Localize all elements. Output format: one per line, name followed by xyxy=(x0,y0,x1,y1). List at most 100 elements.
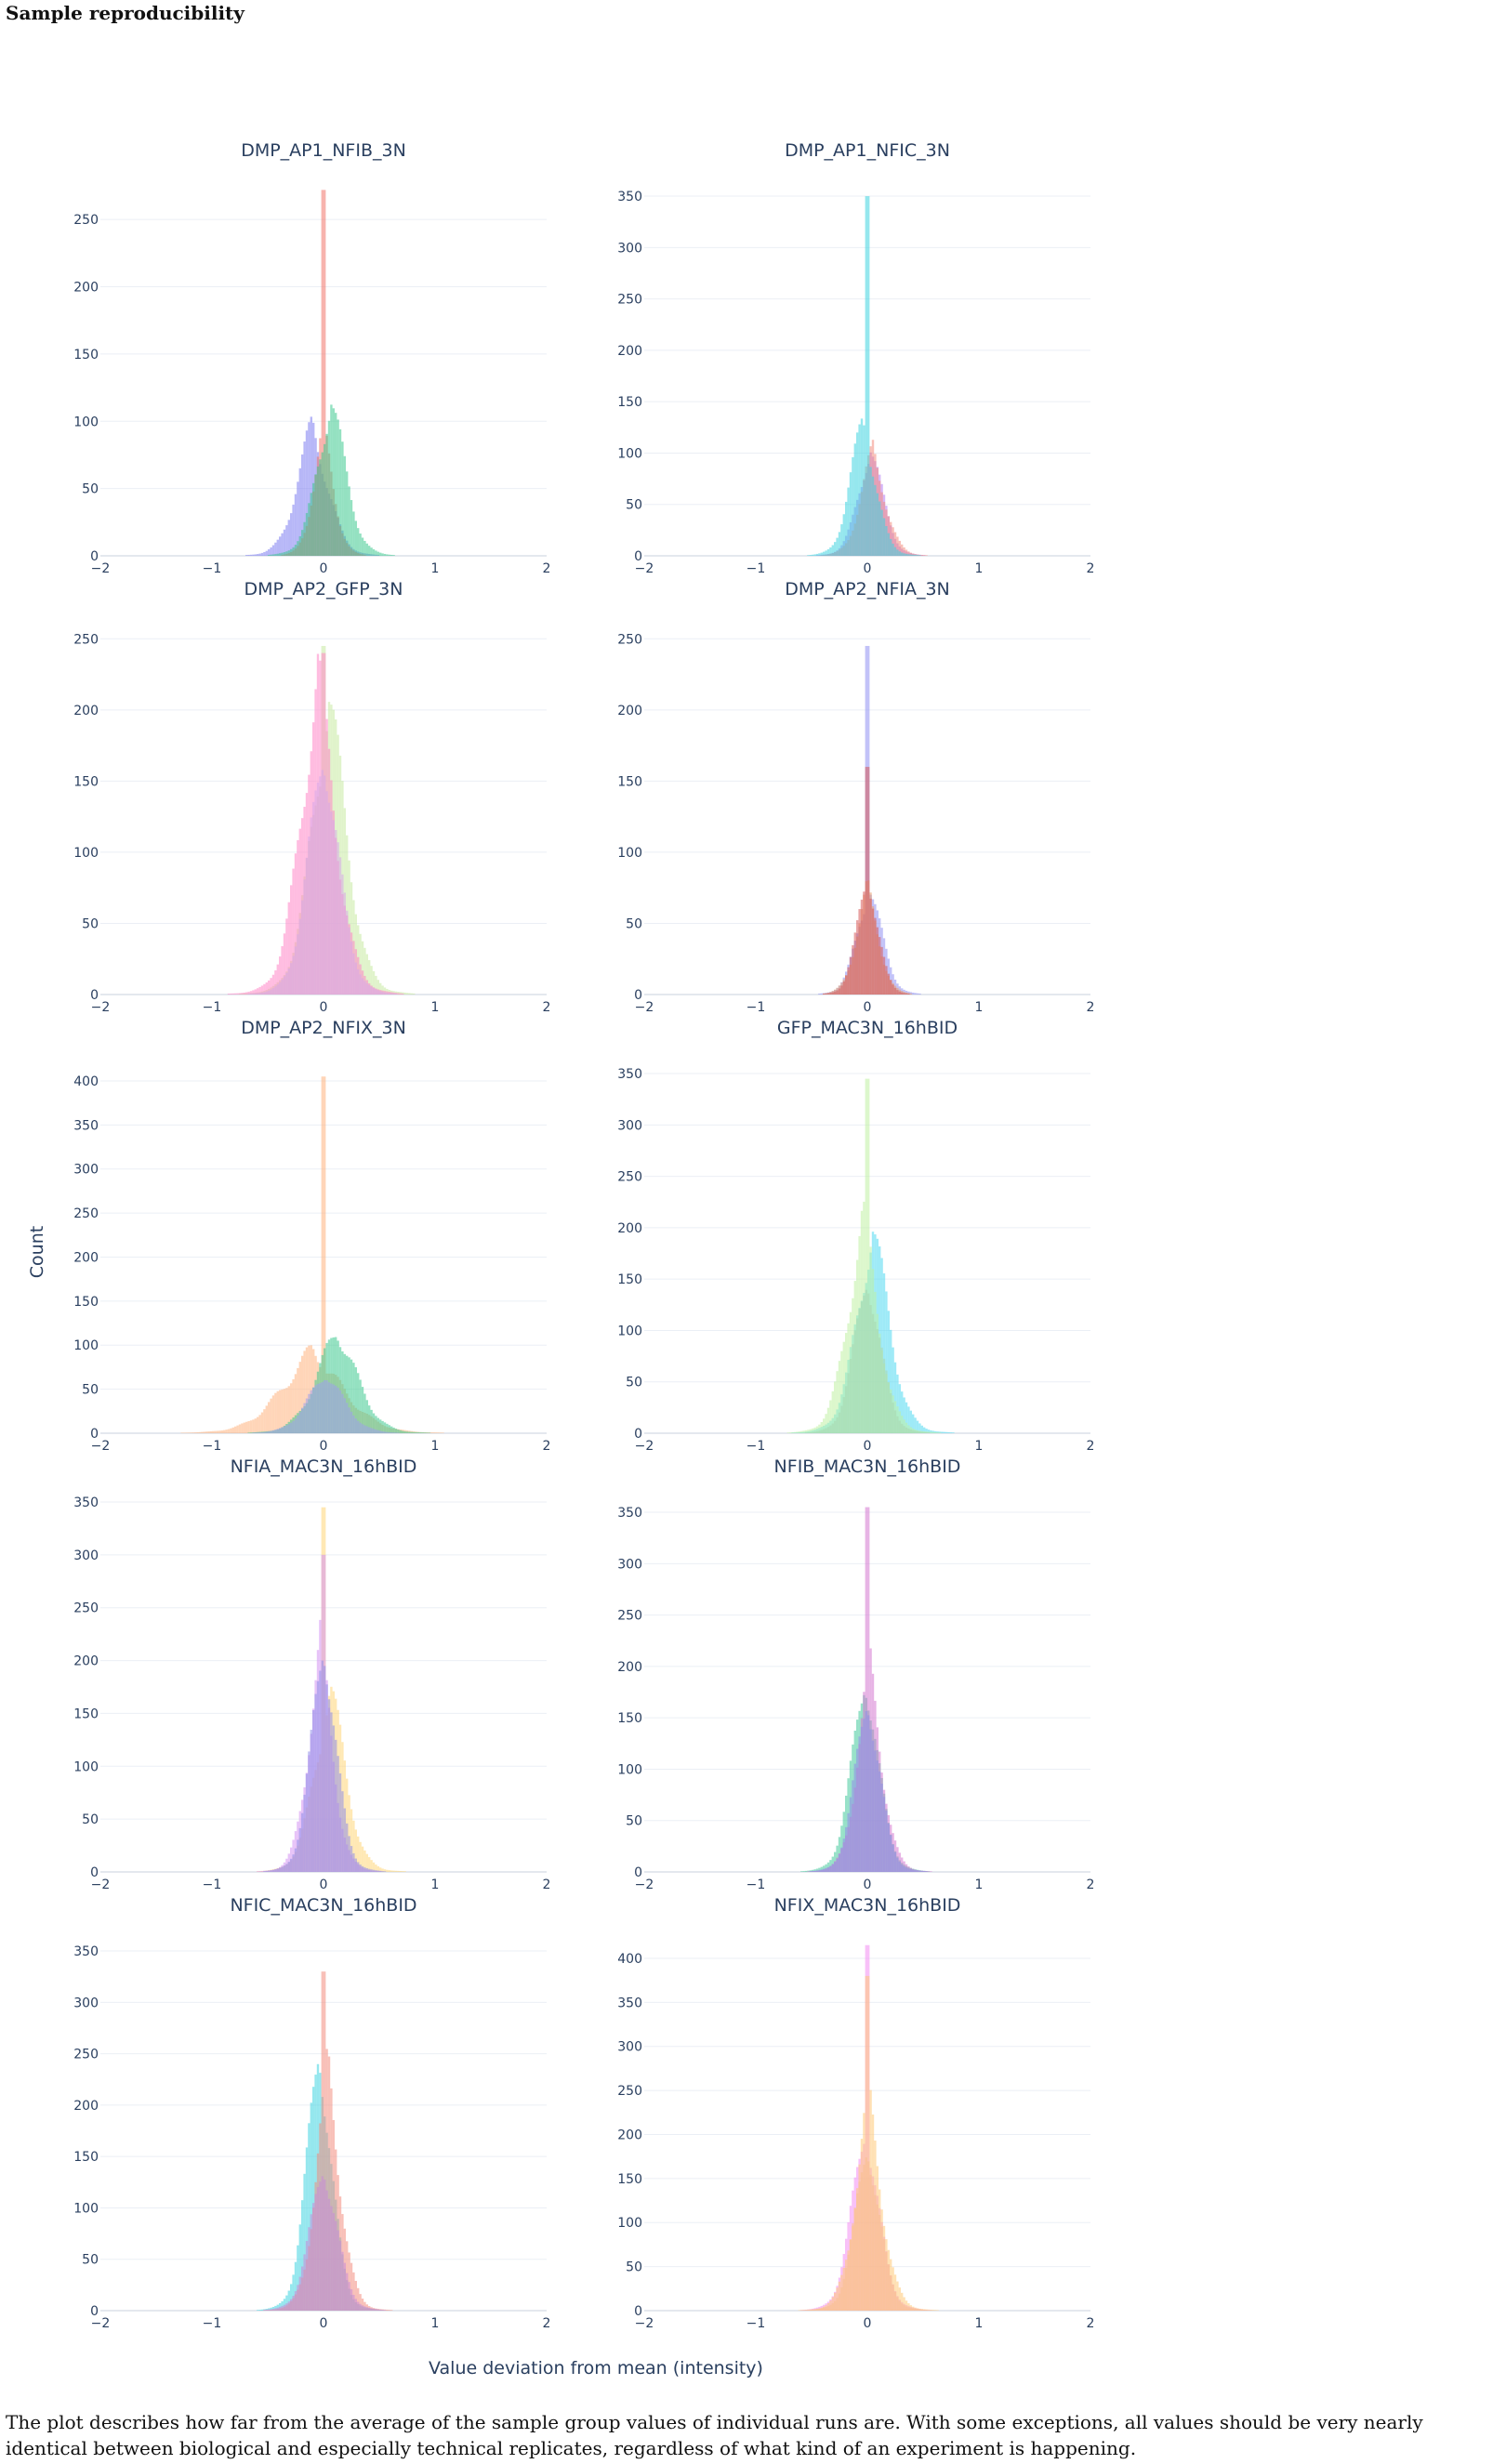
histogram-bar xyxy=(350,2288,353,2311)
histogram-bar xyxy=(363,1425,366,1433)
histogram-bar xyxy=(807,1871,810,1872)
histogram-bar xyxy=(845,975,848,995)
y-tick-label: 100 xyxy=(617,2216,642,2231)
histogram-bar xyxy=(791,1431,794,1433)
histogram-bar xyxy=(305,857,309,995)
histogram-bar xyxy=(874,1750,877,1872)
x-tick-label: 2 xyxy=(543,561,551,576)
histogram-bar xyxy=(836,1416,839,1433)
panel-title: NFIB_MAC3N_16hBID xyxy=(774,1456,961,1477)
histogram-bar xyxy=(319,1670,322,1872)
histogram-bar xyxy=(392,993,395,995)
histogram-bar xyxy=(294,1418,297,1433)
histogram-bar xyxy=(399,992,402,995)
histogram-bar xyxy=(852,456,854,556)
histogram-bar xyxy=(804,1870,808,1872)
histogram-bar xyxy=(416,1431,420,1433)
x-tick-label: −1 xyxy=(203,1000,222,1015)
histogram-bar xyxy=(836,990,839,995)
histogram-bar xyxy=(892,1347,894,1433)
histogram-series xyxy=(263,2176,387,2311)
histogram-bar xyxy=(379,1419,382,1433)
histogram-bar xyxy=(825,993,827,995)
histogram-bar xyxy=(321,190,324,557)
histogram-bar xyxy=(925,2310,928,2311)
histogram-bar xyxy=(377,1430,379,1433)
histogram-bar xyxy=(357,2301,360,2311)
histogram-bar xyxy=(377,2309,379,2311)
histogram-bar xyxy=(909,2308,912,2311)
x-tick-label: −2 xyxy=(635,1000,654,1015)
histogram-bar xyxy=(834,542,837,556)
x-tick-label: 0 xyxy=(320,1000,328,1015)
histogram-bar xyxy=(312,1387,315,1433)
histogram-bar xyxy=(863,1719,865,1872)
histogram-bar xyxy=(252,993,255,995)
histogram-bar xyxy=(292,1854,295,1872)
histogram-bar xyxy=(274,542,277,556)
histogram-bar xyxy=(394,1870,398,1872)
histogram-bar xyxy=(880,1258,883,1433)
histogram-bar xyxy=(247,554,250,556)
histogram-bar xyxy=(912,1414,915,1433)
histogram-bar xyxy=(372,970,376,995)
x-tick-label: −1 xyxy=(203,2316,222,2331)
histogram-bar xyxy=(858,1309,861,1433)
histogram-bar xyxy=(876,1329,879,1433)
histogram-bar xyxy=(343,1353,346,1433)
histogram-bar xyxy=(880,1347,883,1433)
histogram-bar xyxy=(880,509,883,556)
histogram-bar xyxy=(368,1405,371,1433)
histogram-bar xyxy=(338,1390,342,1433)
histogram-bar xyxy=(287,520,290,556)
histogram-series xyxy=(804,1289,931,1433)
histogram-bar xyxy=(890,1835,892,1872)
histogram-bar xyxy=(383,992,387,995)
y-tick-label: 300 xyxy=(617,241,642,256)
histogram-bar xyxy=(220,1430,223,1433)
histogram-bar xyxy=(350,942,353,995)
histogram-bar xyxy=(279,1390,282,1433)
histogram-bar xyxy=(281,1427,284,1433)
histogram-bar xyxy=(298,1362,301,1433)
histogram-bar xyxy=(930,1430,932,1433)
y-tick-label: 100 xyxy=(73,1759,99,1774)
histogram-bar xyxy=(348,1795,350,1872)
y-tick-label: 150 xyxy=(617,1272,642,1287)
histogram-bar xyxy=(860,1301,864,1433)
histogram-bar xyxy=(285,2295,288,2311)
histogram-bar xyxy=(882,518,886,556)
histogram-bar xyxy=(238,993,242,995)
histogram-bar xyxy=(319,459,322,556)
histogram-bar xyxy=(853,443,856,556)
histogram-bar xyxy=(180,1432,183,1433)
histogram-bar xyxy=(867,2161,870,2311)
y-tick-label: 200 xyxy=(73,704,99,718)
x-tick-label: 2 xyxy=(543,1000,551,1015)
histogram-bar xyxy=(858,424,861,556)
histogram-bar xyxy=(198,1431,201,1433)
histogram-bar xyxy=(947,1431,950,1433)
histogram-bar xyxy=(912,2308,915,2311)
histogram-bar xyxy=(308,503,310,556)
histogram-bar xyxy=(403,1871,406,1872)
histogram-bar xyxy=(377,1870,379,1872)
histogram-bar xyxy=(838,532,841,556)
histogram-bar xyxy=(831,545,834,556)
y-tick-label: 100 xyxy=(73,1338,99,1353)
histogram-bar xyxy=(292,504,295,556)
y-tick-label: 150 xyxy=(617,395,642,410)
histogram-bar xyxy=(310,416,312,556)
histogram-bar xyxy=(815,2309,819,2311)
histogram-bar xyxy=(327,420,331,556)
y-tick-label: 250 xyxy=(73,1206,99,1221)
histogram-bar xyxy=(903,1426,905,1433)
y-tick-label: 100 xyxy=(73,415,99,429)
histogram-bar xyxy=(912,554,915,556)
histogram-bar xyxy=(254,993,257,995)
panel-gfp-mac3n-16hbid: GFP_MAC3N_16hBID 0 50 100 150 200 250 300 350 −2 −… xyxy=(617,1018,1094,1454)
histogram-bar xyxy=(308,1345,310,1433)
histogram-bar xyxy=(392,992,395,995)
y-tick-label: 100 xyxy=(73,2201,99,2216)
histogram-bar xyxy=(265,991,268,995)
